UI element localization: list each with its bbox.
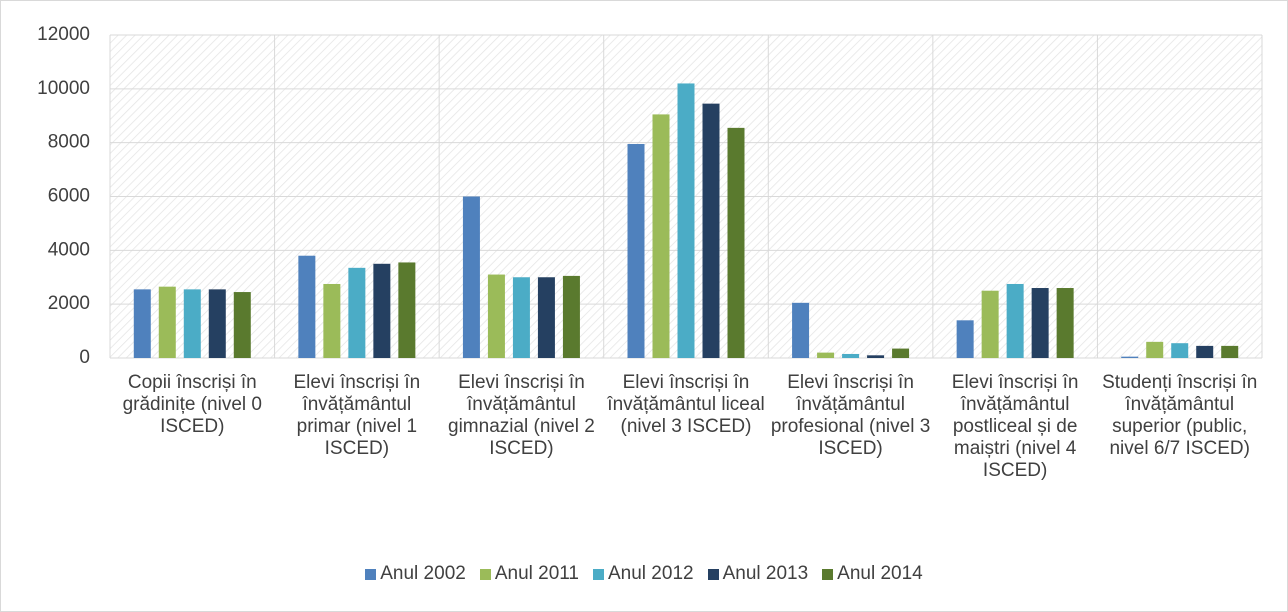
bar (158, 286, 176, 358)
bar (298, 255, 316, 358)
y-tick-label: 2000 (48, 293, 90, 314)
bar (487, 274, 505, 358)
legend-swatch (707, 568, 719, 580)
legend-item: Anul 2002 (365, 563, 466, 585)
bar (867, 355, 885, 358)
x-tick-label: Elevi înscriși în învățământul profesion… (770, 372, 931, 459)
legend-item: Anul 2013 (707, 563, 809, 585)
legend-item: Anul 2014 (822, 563, 923, 585)
bar (1221, 345, 1239, 358)
legend-swatch (365, 568, 377, 580)
x-tick-label: Elevi înscriși în învățământul postlicea… (951, 372, 1079, 481)
bar (133, 289, 151, 358)
bar (677, 83, 695, 358)
x-tick-label: Studenți înscriși în învățământul superi… (1102, 372, 1258, 459)
bar (1146, 341, 1164, 358)
bar (348, 267, 366, 358)
x-tick-label: Elevi înscriși în învățământul liceal (n… (607, 372, 765, 437)
y-tick-label: 0 (79, 347, 90, 368)
bar (1121, 356, 1139, 358)
legend-swatch (593, 568, 604, 580)
bar (183, 289, 201, 358)
bar (208, 289, 226, 358)
bar (1056, 288, 1074, 358)
legend-swatch (479, 568, 491, 580)
bar (323, 283, 341, 358)
bar (792, 302, 810, 358)
legend-label: Anul 2014 (837, 563, 923, 584)
bar (462, 196, 480, 358)
bar (1196, 345, 1214, 358)
x-tick-label: Copii înscriși în grădinițe (nivel 0 ISC… (122, 372, 262, 437)
bar (1171, 343, 1189, 358)
y-tick-label: 12000 (37, 24, 90, 45)
bar (537, 277, 555, 358)
y-tick-label: 8000 (48, 132, 90, 153)
bar (627, 144, 645, 358)
legend-label: Anul 2002 (380, 563, 466, 584)
bar (842, 353, 860, 358)
bar (1006, 283, 1024, 358)
legend: Anul 2002 Anul 2011 Anul 2012 Anul 2013 Anul… (0, 563, 1288, 585)
bar (892, 348, 910, 358)
bar (1031, 288, 1049, 358)
bar (956, 320, 974, 358)
bar (562, 275, 580, 358)
legend-label: Anul 2013 (722, 563, 809, 584)
y-tick-label: 4000 (48, 239, 90, 260)
legend-label: Anul 2012 (608, 563, 694, 584)
legend-item: Anul 2012 (593, 563, 694, 585)
bar (398, 262, 416, 358)
bar (981, 290, 999, 358)
bar (652, 114, 670, 358)
y-tick-label: 10000 (37, 78, 90, 99)
bar (512, 277, 530, 358)
legend-label: Anul 2011 (494, 563, 579, 584)
legend-swatch (822, 568, 834, 580)
x-tick-label: Elevi înscriși în învățământul primar (n… (293, 372, 421, 459)
bar (373, 263, 391, 358)
x-tick-label: Elevi înscriși în învățământul gimnazial… (448, 372, 595, 459)
bar (817, 352, 835, 358)
legend-item: Anul 2011 (479, 563, 579, 585)
y-tick-label: 6000 (48, 186, 90, 207)
bar (727, 127, 745, 358)
bar (702, 103, 720, 358)
bar (233, 292, 251, 358)
